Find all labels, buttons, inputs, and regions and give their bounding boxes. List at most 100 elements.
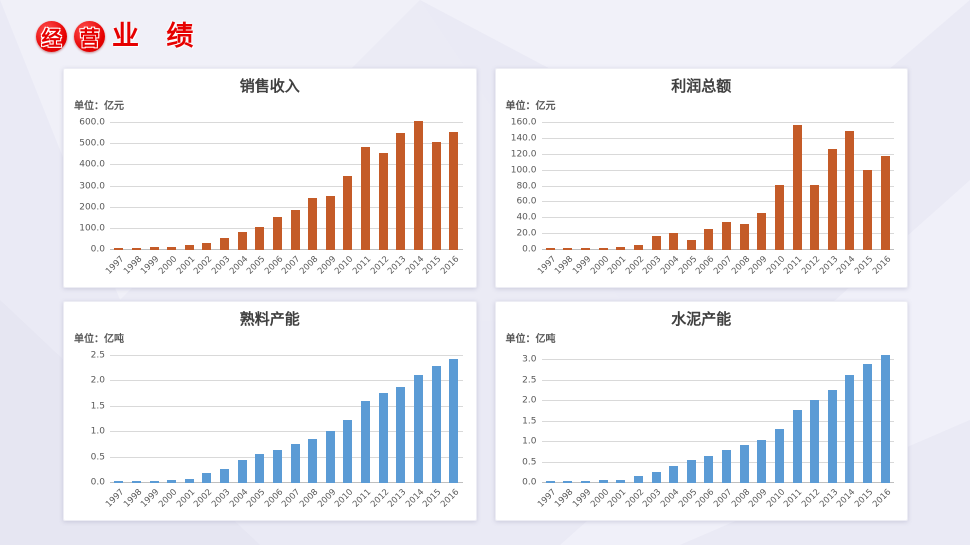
x-axis: 1997 1998 1999 2000 2001 2002 2003 2004 2005 2006… [104,250,463,286]
chart-panel-sales-revenue: 销售收入 单位：亿元 0.0 100.0 200.0 300.0 400.0 500.0 6… [63,68,477,288]
y-axis-tick-label: 500.0 [79,138,105,149]
x-axis-tick-label: 2015 [421,487,444,510]
x-axis-tick-label: 2007 [280,487,303,510]
bar-cell [876,119,894,250]
y-axis-tick-label: 60.0 [516,196,537,207]
bar-cell [824,352,842,483]
bar [131,247,141,250]
y-axis-tick-label: 20.0 [516,228,537,239]
x-axis-tick-label: 2005 [245,254,268,277]
bar [237,459,247,483]
bar [563,480,573,483]
y-axis-tick-label: 1.5 [90,401,105,412]
bar-cell [286,119,304,250]
bar-cell [233,119,251,250]
charts-grid: 销售收入 单位：亿元 0.0 100.0 200.0 300.0 400.0 500.0 6… [63,68,908,521]
gridline [541,169,894,171]
chart-panel-total-profit: 利润总额 单位：亿元 0.0 20.0 40.0 60.0 80.0 100.0 120.0… [494,68,908,288]
bar-cell [647,352,665,483]
bar [651,235,661,250]
x-axis-tick-label: 2005 [676,254,700,277]
bar [598,248,608,250]
x-axis-tick-label: 2003 [641,487,664,510]
bar [167,246,177,250]
gridline [541,185,894,187]
x-axis-tick-label: 2012 [800,487,823,510]
bar-cell [181,352,199,483]
y-axis-tick-label: 1.5 [522,416,537,427]
bar [272,217,282,250]
chart-title: 熟料产能 [239,310,300,328]
bar [633,476,643,483]
x-axis-tick-label: 2014 [403,487,427,510]
bar [308,198,318,250]
bar-cell [788,119,806,250]
x-axis-tick-label: 2013 [386,254,409,277]
bar-cell [630,119,648,250]
bar-cell [700,352,718,483]
bar-cell [304,119,322,250]
bar-cell [718,119,736,250]
x-axis-tick-label: 2008 [298,254,321,277]
bar [114,248,124,250]
bar-cell [753,352,771,483]
bar-cell [683,352,701,483]
x-axis-tick-label: 2013 [386,487,409,510]
bar [880,354,890,483]
bar-cell [841,352,859,483]
bar-cell [876,352,894,483]
x-axis-tick-label: 2012 [800,254,823,277]
bar-cell [427,352,445,483]
bar [581,480,591,483]
y-axis-tick-label: 2.5 [90,350,105,361]
bar-cell [577,352,595,483]
y-axis-tick-label: 2.0 [90,375,105,386]
x-axis-tick-label: 2007 [711,254,735,277]
plot-area: 0.0 20.0 40.0 60.0 80.0 100.0 120.0 140.0 160.0 1… [511,118,894,277]
bar-cell [445,119,463,250]
gridline [541,121,894,123]
x-axis-tick-label: 2001 [174,487,198,510]
bar-cell [304,352,322,483]
gridline [541,153,894,155]
bar-cell [181,119,199,250]
bar [616,479,626,483]
bar-cell [665,352,683,483]
x-axis-tick-label: 2005 [245,487,268,510]
bar [220,468,230,483]
y-axis-tick-label: 140.0 [510,133,537,144]
x-axis-line [110,249,463,250]
bar [220,237,230,250]
chart-title: 水泥产能 [671,310,732,328]
bar [325,196,335,250]
bar-cell [216,119,234,250]
x-axis-tick-label: 2002 [623,487,647,510]
x-axis-tick-label: 2014 [835,254,858,277]
bar [131,480,141,483]
bar [792,410,802,483]
bar-cell [735,352,753,483]
bar [669,233,679,250]
bar-cell [216,352,234,483]
bar-cell [145,352,163,483]
gridline [541,441,894,443]
x-axis-tick-label: 2007 [711,487,735,510]
x-axis-tick-label: 2003 [209,254,233,277]
bar-cell [128,352,146,483]
x-axis-tick-label: 2004 [659,254,682,277]
gridline [541,137,894,139]
bar [308,439,318,483]
bar-cell [577,119,595,250]
gridline [110,185,463,187]
x-axis-tick-label: 2013 [817,254,841,277]
x-axis-tick-label: 1998 [121,487,145,510]
bar-cell [251,352,269,483]
bar [598,479,608,483]
gridline [541,201,894,203]
unit-label: 单位：亿吨 [505,334,556,345]
bar [431,142,441,250]
bar [704,456,714,483]
bar-series [110,352,463,483]
x-axis-tick-label: 1997 [104,254,127,277]
bar-cell [559,352,577,483]
